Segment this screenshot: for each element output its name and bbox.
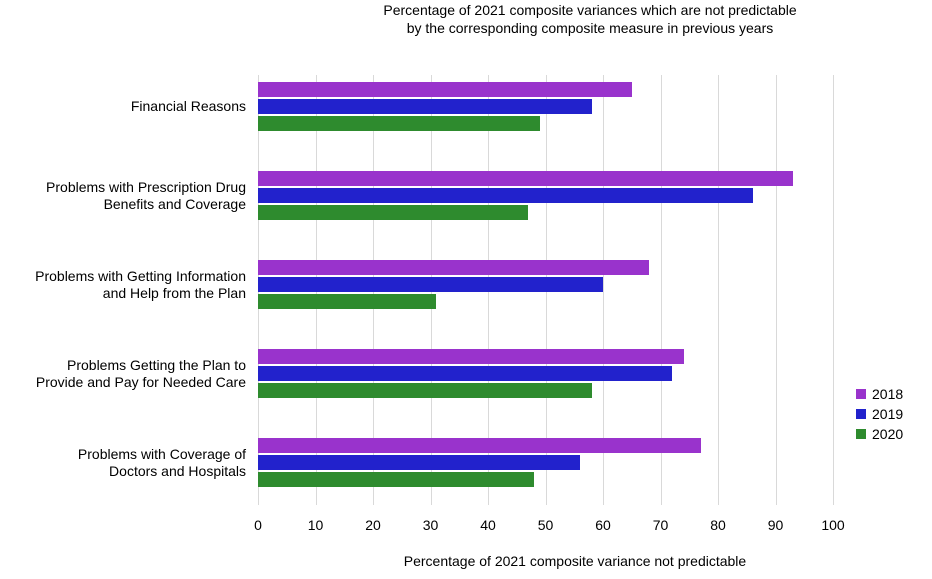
bar-2020 (258, 116, 540, 131)
bar-2020 (258, 294, 437, 309)
x-tick-label: 80 (710, 517, 726, 533)
category-label: Financial Reasons (130, 98, 246, 114)
legend-label: 2018 (872, 386, 904, 402)
legend-label: 2020 (872, 426, 904, 442)
bar-2020 (258, 205, 529, 220)
x-tick-label: 90 (767, 517, 784, 533)
x-tick-label: 100 (821, 517, 845, 533)
bar-2018 (258, 171, 793, 186)
bar-2018 (258, 260, 649, 275)
bar-2019 (258, 366, 672, 381)
gridline (603, 75, 604, 505)
x-tick-label: 20 (365, 517, 381, 533)
legend-swatch-2019 (856, 409, 866, 419)
legend-item: 2018 (856, 386, 903, 402)
legend-item: 2020 (856, 426, 903, 442)
legend-swatch-2018 (856, 389, 866, 399)
x-tick-label: 10 (307, 517, 324, 533)
bar-2019 (258, 277, 603, 292)
legend: 2018 2019 2020 (856, 386, 903, 446)
bar-2020 (258, 472, 534, 487)
category-label: Problems with Coverage of Doctors and Ho… (77, 445, 246, 479)
legend-swatch-2020 (856, 429, 866, 439)
x-tick-label: 40 (480, 517, 496, 533)
bar-2019 (258, 188, 753, 203)
chart-title: Percentage of 2021 composite variances w… (383, 2, 797, 36)
category-label: Problems Getting the Plan to Provide and… (35, 356, 246, 390)
gridline (718, 75, 719, 505)
x-tick-label: 60 (595, 517, 611, 533)
legend-item: 2019 (856, 406, 903, 422)
x-tick-label: 70 (652, 517, 669, 533)
x-tick-label: 30 (422, 517, 439, 533)
bar-2018 (258, 349, 684, 364)
x-tick-label: 0 (254, 517, 262, 533)
gridline (775, 75, 777, 505)
bar-2019 (258, 455, 580, 470)
bar-2020 (258, 383, 592, 398)
x-tick-label: 50 (537, 517, 554, 533)
bar-2018 (258, 82, 632, 97)
legend-label: 2019 (872, 406, 904, 422)
category-label: Problems with Prescription Drug Benefits… (46, 178, 246, 212)
bar-2018 (258, 438, 701, 453)
gridline (660, 75, 662, 505)
bar-2019 (258, 99, 592, 114)
category-label: Problems with Getting Information and He… (35, 267, 246, 301)
gridline (833, 75, 834, 505)
x-axis-title: Percentage of 2021 composite variance no… (403, 553, 747, 569)
